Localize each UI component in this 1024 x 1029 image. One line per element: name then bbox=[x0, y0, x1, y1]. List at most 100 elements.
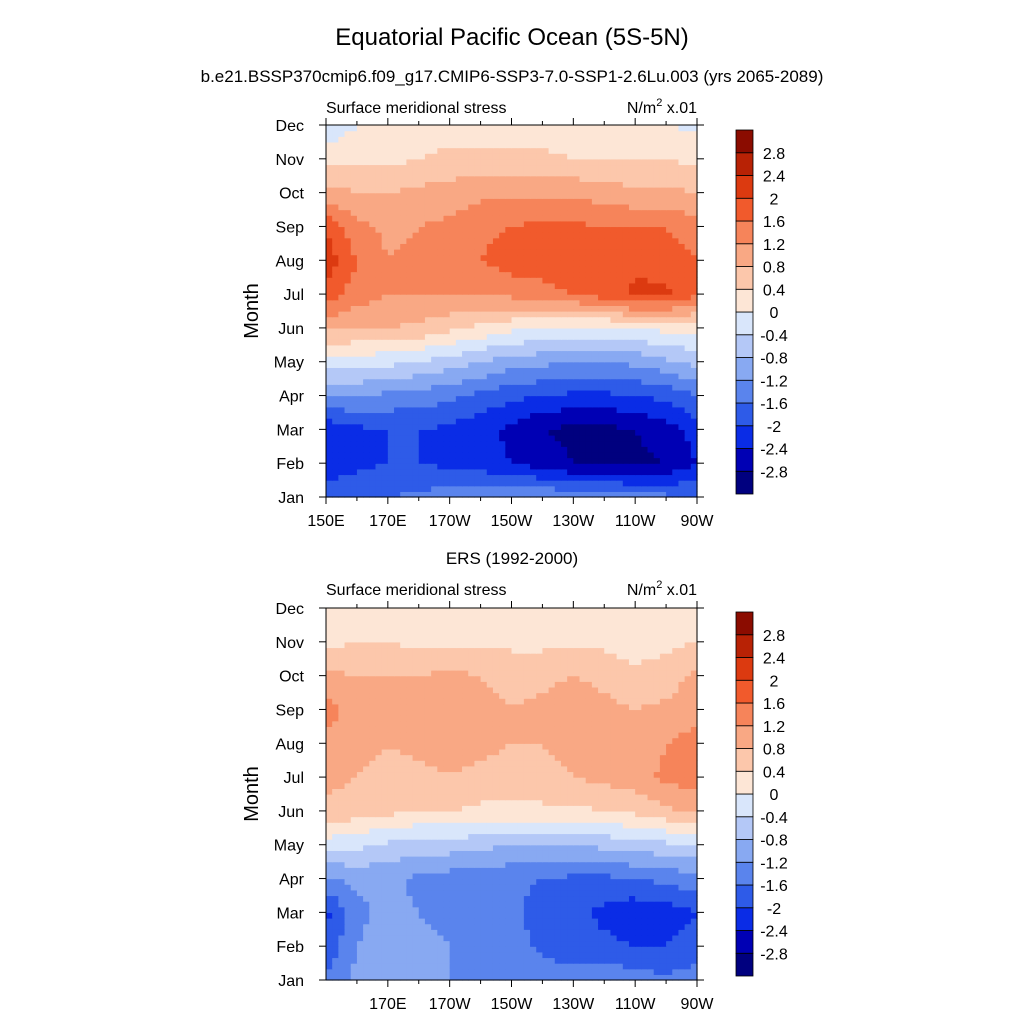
heatmap-cell bbox=[660, 957, 667, 963]
heatmap-cell bbox=[561, 429, 568, 435]
heatmap-cell bbox=[419, 164, 426, 170]
heatmap-cell bbox=[406, 125, 413, 131]
heatmap-cell bbox=[623, 305, 630, 311]
heatmap-cell bbox=[437, 924, 444, 930]
heatmap-cell bbox=[672, 350, 679, 356]
heatmap-cell bbox=[369, 435, 376, 441]
heatmap-cell bbox=[413, 221, 420, 227]
heatmap-cell bbox=[648, 946, 655, 952]
heatmap-cell bbox=[598, 401, 605, 407]
heatmap-cell bbox=[437, 125, 444, 131]
heatmap-cell bbox=[518, 918, 525, 924]
heatmap-cell bbox=[382, 356, 389, 362]
heatmap-cell bbox=[345, 401, 352, 407]
heatmap-cell bbox=[592, 412, 599, 418]
heatmap-cell bbox=[561, 288, 568, 294]
heatmap-cell bbox=[604, 266, 611, 272]
heatmap-cell bbox=[431, 935, 438, 941]
heatmap-cell bbox=[617, 215, 624, 221]
heatmap-cell bbox=[443, 435, 450, 441]
heatmap-cell bbox=[450, 390, 457, 396]
heatmap-cell bbox=[672, 198, 679, 204]
heatmap-cell bbox=[338, 480, 345, 486]
heatmap-cell bbox=[345, 452, 352, 458]
heatmap-cell bbox=[610, 311, 617, 317]
heatmap-cell bbox=[542, 929, 549, 935]
heatmap-cell bbox=[394, 277, 401, 283]
heatmap-cell bbox=[499, 469, 506, 475]
heatmap-cell bbox=[413, 243, 420, 249]
heatmap-cell bbox=[375, 912, 382, 918]
heatmap-cell bbox=[450, 469, 457, 475]
heatmap-cell bbox=[524, 136, 531, 142]
heatmap-cell bbox=[474, 249, 481, 255]
heatmap-cell bbox=[629, 300, 636, 306]
heatmap-cell bbox=[375, 232, 382, 238]
heatmap-cell bbox=[413, 367, 420, 373]
heatmap-cell bbox=[437, 935, 444, 941]
heatmap-cell bbox=[598, 941, 605, 947]
heatmap-cell bbox=[604, 418, 611, 424]
heatmap-cell bbox=[610, 153, 617, 159]
heatmap-cell bbox=[604, 424, 611, 430]
heatmap-cell bbox=[648, 373, 655, 379]
heatmap-cell bbox=[536, 249, 543, 255]
heatmap-cell bbox=[567, 311, 574, 317]
heatmap-cell bbox=[635, 266, 642, 272]
heatmap-cell bbox=[505, 396, 512, 402]
heatmap-cell bbox=[369, 249, 376, 255]
heatmap-cell bbox=[610, 350, 617, 356]
heatmap-cell bbox=[654, 458, 661, 464]
heatmap-cell bbox=[580, 929, 587, 935]
heatmap-cell bbox=[394, 153, 401, 159]
heatmap-cell bbox=[598, 435, 605, 441]
heatmap-cell bbox=[481, 255, 488, 261]
heatmap-cell bbox=[524, 334, 531, 340]
heatmap-cell bbox=[437, 243, 444, 249]
heatmap-cell bbox=[413, 429, 420, 435]
heatmap-cell bbox=[332, 935, 339, 941]
heatmap-cell bbox=[542, 901, 549, 907]
heatmap-cell bbox=[573, 446, 580, 452]
heatmap-cell bbox=[487, 435, 494, 441]
heatmap-cell bbox=[375, 305, 382, 311]
heatmap-cell bbox=[549, 963, 556, 969]
heatmap-cell bbox=[629, 305, 636, 311]
heatmap-cell bbox=[382, 963, 389, 969]
heatmap-cell bbox=[567, 159, 574, 165]
heatmap-cell bbox=[530, 935, 537, 941]
heatmap-cell bbox=[530, 153, 537, 159]
heatmap-cell bbox=[555, 963, 562, 969]
heatmap-cell bbox=[456, 193, 463, 199]
heatmap-cell bbox=[586, 912, 593, 918]
heatmap-cell bbox=[524, 435, 531, 441]
heatmap-cell bbox=[555, 232, 562, 238]
heatmap-cell bbox=[654, 243, 661, 249]
heatmap-cell bbox=[462, 407, 469, 413]
heatmap-cell bbox=[685, 367, 692, 373]
heatmap-cell bbox=[375, 148, 382, 154]
heatmap-cell bbox=[462, 458, 469, 464]
heatmap-cell bbox=[567, 907, 574, 913]
heatmap-cell bbox=[425, 929, 432, 935]
heatmap-cell bbox=[654, 912, 661, 918]
heatmap-cell bbox=[678, 148, 685, 154]
heatmap-cell bbox=[443, 266, 450, 272]
heatmap-cell bbox=[536, 907, 543, 913]
heatmap-cell bbox=[351, 373, 358, 379]
heatmap-cell bbox=[598, 345, 605, 351]
heatmap-cell bbox=[345, 441, 352, 447]
heatmap-cell bbox=[598, 895, 605, 901]
heatmap-cell bbox=[573, 164, 580, 170]
heatmap-cell bbox=[406, 935, 413, 941]
heatmap-cell bbox=[505, 407, 512, 413]
heatmap-cell bbox=[518, 474, 525, 480]
heatmap-cell bbox=[610, 929, 617, 935]
heatmap-cell bbox=[481, 277, 488, 283]
heatmap-cell bbox=[641, 232, 648, 238]
heatmap-cell bbox=[382, 474, 389, 480]
heatmap-cell bbox=[332, 198, 339, 204]
heatmap-cell bbox=[629, 204, 636, 210]
heatmap-cell bbox=[413, 288, 420, 294]
heatmap-cell bbox=[648, 125, 655, 131]
